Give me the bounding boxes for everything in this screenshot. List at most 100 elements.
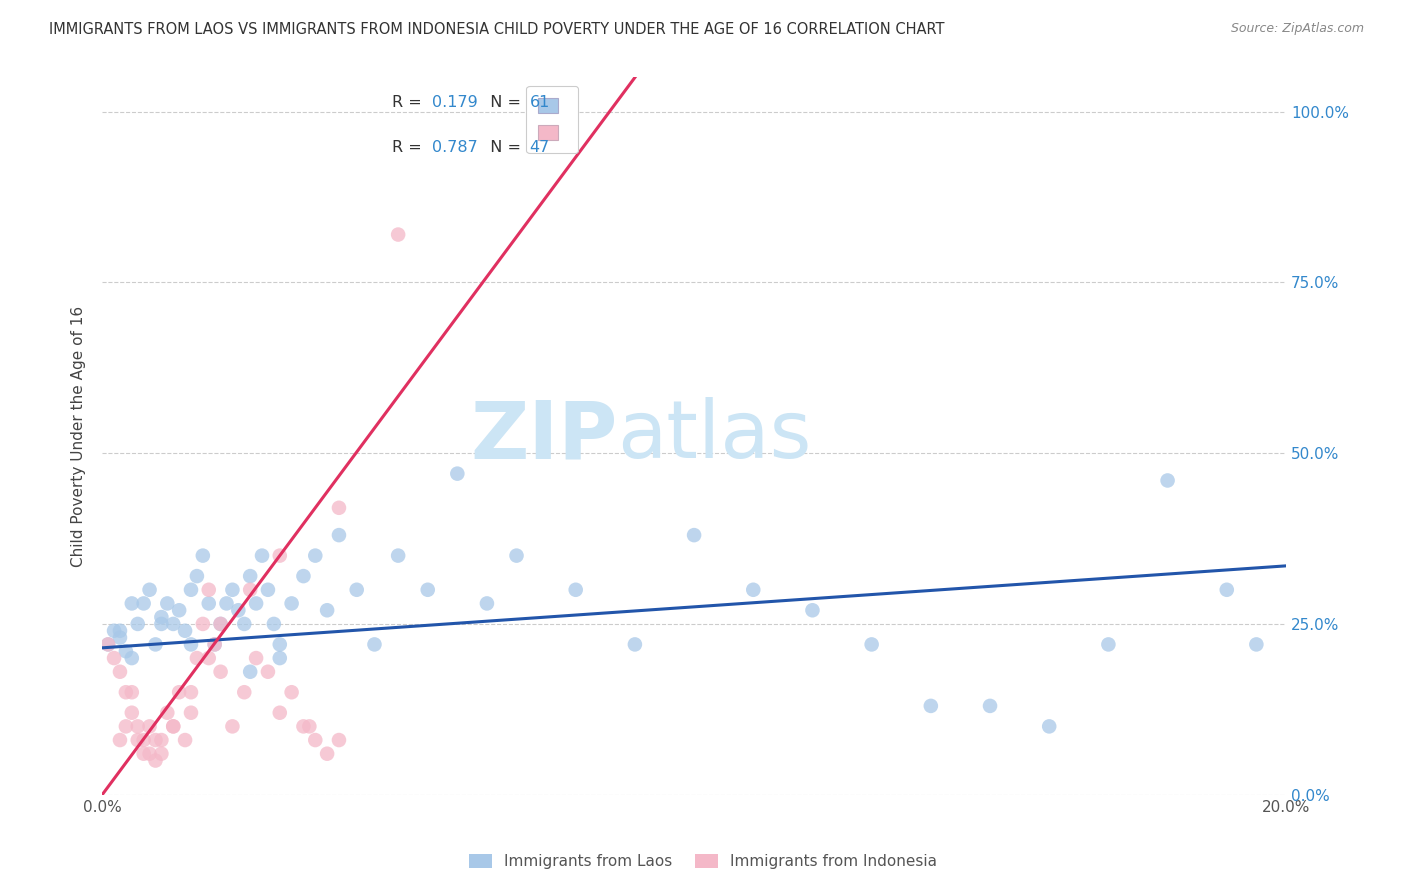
Point (121, 596, 143, 610)
Point (1097, 637, 1119, 651)
Point (269, 651, 291, 665)
Text: ZIP: ZIP (470, 397, 617, 475)
Point (150, 747, 173, 761)
Point (269, 637, 291, 651)
Text: N =: N = (479, 139, 526, 154)
Point (304, 549, 326, 563)
Point (742, 582, 765, 597)
Point (145, 754, 167, 768)
Point (1216, 582, 1239, 597)
Point (920, 698, 942, 713)
Point (239, 665, 262, 679)
Point (505, 549, 527, 563)
Point (304, 733, 326, 747)
Point (197, 582, 219, 597)
Point (162, 719, 184, 733)
Point (328, 500, 350, 515)
Point (127, 733, 149, 747)
Point (180, 582, 202, 597)
Text: R =: R = (392, 139, 427, 154)
Point (1246, 637, 1268, 651)
Point (328, 733, 350, 747)
Point (204, 637, 226, 651)
Point (215, 596, 238, 610)
Point (115, 644, 138, 658)
Point (1038, 719, 1060, 733)
Point (1156, 474, 1178, 488)
Point (387, 227, 409, 242)
Text: atlas: atlas (617, 397, 811, 475)
Point (156, 706, 179, 720)
Point (103, 624, 125, 638)
Point (191, 549, 214, 563)
Point (162, 719, 184, 733)
Point (209, 616, 232, 631)
Point (328, 528, 350, 542)
Point (115, 685, 138, 699)
Point (979, 698, 1001, 713)
Point (263, 616, 285, 631)
Point (180, 685, 202, 699)
Point (860, 637, 883, 651)
Point (197, 651, 219, 665)
Point (257, 582, 280, 597)
Legend: , : , (526, 86, 578, 153)
Point (121, 706, 143, 720)
Point (239, 582, 262, 597)
Point (174, 733, 197, 747)
Point (138, 719, 160, 733)
Point (257, 665, 280, 679)
Point (209, 616, 232, 631)
Point (363, 637, 385, 651)
Point (97, 637, 120, 651)
Point (174, 624, 197, 638)
Point (280, 596, 302, 610)
Point (475, 596, 498, 610)
Point (191, 616, 214, 631)
Point (127, 616, 149, 631)
Point (197, 596, 219, 610)
Point (132, 747, 155, 761)
Point (683, 528, 706, 542)
Point (316, 603, 339, 617)
Text: IMMIGRANTS FROM LAOS VS IMMIGRANTS FROM INDONESIA CHILD POVERTY UNDER THE AGE OF: IMMIGRANTS FROM LAOS VS IMMIGRANTS FROM … (49, 22, 945, 37)
Text: 0.179: 0.179 (433, 95, 478, 110)
Point (150, 616, 173, 631)
Point (97, 637, 120, 651)
Text: N =: N = (479, 95, 526, 110)
Point (292, 569, 315, 583)
Point (346, 582, 368, 597)
Text: 0.787: 0.787 (433, 139, 478, 154)
Point (233, 616, 256, 631)
Point (269, 549, 291, 563)
Point (108, 624, 131, 638)
Point (221, 719, 243, 733)
Point (156, 596, 179, 610)
Legend: Immigrants from Laos, Immigrants from Indonesia: Immigrants from Laos, Immigrants from In… (463, 848, 943, 875)
Y-axis label: Child Poverty Under the Age of 16: Child Poverty Under the Age of 16 (72, 305, 86, 566)
Point (416, 582, 439, 597)
Point (204, 637, 226, 651)
Point (228, 603, 250, 617)
Point (138, 582, 160, 597)
Point (145, 637, 167, 651)
Point (132, 596, 155, 610)
Point (316, 747, 339, 761)
Point (233, 685, 256, 699)
Point (121, 685, 143, 699)
Point (180, 706, 202, 720)
Point (145, 733, 167, 747)
Point (180, 637, 202, 651)
Point (186, 569, 208, 583)
Point (245, 596, 267, 610)
Point (121, 651, 143, 665)
Point (138, 747, 160, 761)
Point (167, 685, 190, 699)
Point (132, 733, 155, 747)
Point (150, 610, 173, 624)
Point (127, 719, 149, 733)
Point (186, 651, 208, 665)
Point (167, 603, 190, 617)
Point (801, 603, 824, 617)
Point (250, 549, 273, 563)
